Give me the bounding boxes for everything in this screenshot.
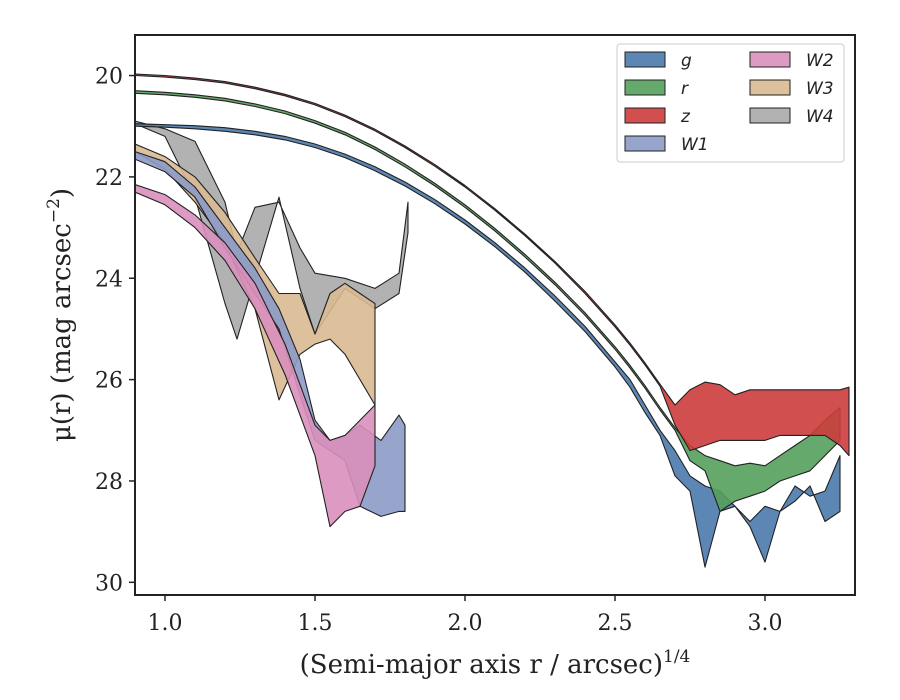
legend-label-z: z: [680, 107, 691, 127]
y-axis-label: μ(r) (mag arcsec−2): [44, 188, 77, 442]
legend-swatch-z: [624, 107, 666, 124]
x-axis-label-text: (Semi-major axis r / arcsec): [300, 650, 663, 680]
legend-swatch-w2: [749, 51, 791, 68]
y-axis-ticks: 20 22 24 26 28 30: [95, 65, 135, 596]
legend-label-r: r: [681, 79, 689, 99]
y-axis-label-text: μ(r) (mag arcsec: [47, 223, 77, 442]
x-tick-label: 1.5: [298, 611, 333, 636]
y-axis-label-exponent: −2: [44, 198, 64, 223]
legend-swatch-r: [624, 79, 666, 96]
legend-label-w3: W3: [806, 79, 834, 99]
x-axis-label-exponent: 1/4: [663, 647, 690, 667]
y-tick-label: 26: [95, 369, 123, 394]
legend-label-w1: W1: [681, 135, 709, 155]
legend-label-w2: W2: [806, 51, 834, 71]
y-tick-label: 20: [95, 65, 123, 90]
x-tick-label: 2.5: [598, 611, 633, 636]
y-axis-label-close: ): [47, 188, 77, 198]
x-tick-label: 3.0: [748, 611, 783, 636]
x-axis-ticks: 1.0 1.5 2.0 2.5 3.0: [148, 595, 783, 636]
legend-swatch-w1: [624, 135, 666, 152]
band-w4: [135, 120, 409, 340]
x-axis-label: (Semi-major axis r / arcsec)1/4: [300, 647, 691, 680]
x-tick-label: 1.0: [148, 611, 183, 636]
legend-swatch-w4: [749, 107, 791, 124]
band-g: [135, 123, 841, 568]
y-tick-label: 30: [95, 571, 123, 596]
legend: grz W1 W2 W3 W4: [616, 43, 845, 163]
legend-box: [616, 43, 845, 163]
profile-bands: [135, 73, 850, 568]
legend-label-w4: W4: [806, 107, 834, 127]
x-tick-label: 2.0: [448, 611, 483, 636]
band-w2: [135, 183, 376, 528]
y-tick-label: 28: [95, 470, 123, 495]
legend-swatch-w3: [749, 79, 791, 96]
plot-frame: [134, 34, 856, 596]
legend-swatch-g: [624, 51, 666, 68]
y-tick-label: 24: [95, 267, 123, 292]
y-tick-label: 22: [95, 166, 123, 191]
legend-label-g: g: [681, 51, 692, 71]
band-z: [135, 73, 850, 457]
